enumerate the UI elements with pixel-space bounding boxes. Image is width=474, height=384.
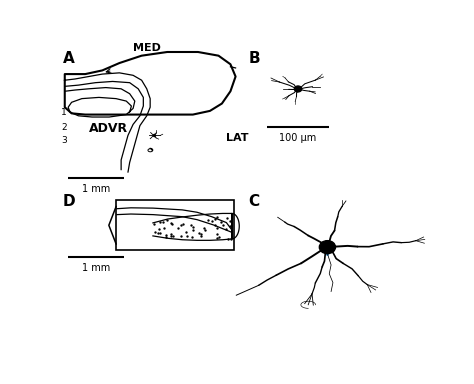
Text: 3: 3	[61, 136, 67, 145]
Text: 2: 2	[61, 123, 67, 132]
Text: D: D	[63, 194, 75, 209]
Text: A: A	[63, 51, 75, 66]
Text: C: C	[248, 194, 260, 209]
Bar	[116, 200, 234, 250]
Text: 100 μm: 100 μm	[279, 133, 317, 143]
Text: 1 mm: 1 mm	[82, 184, 110, 194]
Text: B: B	[248, 51, 260, 66]
Text: LAT: LAT	[227, 133, 249, 143]
Text: 1 mm: 1 mm	[82, 263, 110, 273]
Circle shape	[294, 86, 301, 92]
Circle shape	[319, 241, 336, 254]
Text: ADVR: ADVR	[89, 122, 128, 136]
Text: 1: 1	[61, 108, 67, 117]
Text: MED: MED	[134, 43, 161, 53]
